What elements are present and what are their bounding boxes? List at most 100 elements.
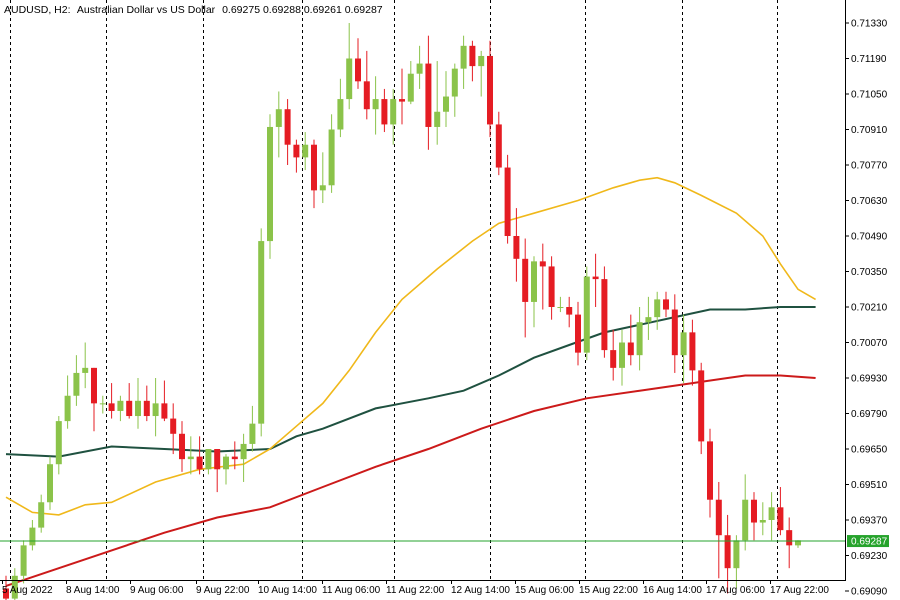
candle[interactable] xyxy=(557,296,564,313)
candle[interactable] xyxy=(179,421,185,472)
candle[interactable] xyxy=(390,88,397,145)
candle[interactable] xyxy=(126,383,133,419)
candle[interactable] xyxy=(592,253,599,307)
price-axis-label: 0.70490 xyxy=(851,232,888,243)
candle[interactable] xyxy=(355,38,361,89)
candle[interactable] xyxy=(768,492,775,541)
candle[interactable] xyxy=(548,256,555,320)
candle[interactable] xyxy=(469,40,476,82)
candle[interactable] xyxy=(47,456,53,510)
candle[interactable] xyxy=(495,111,502,176)
candle[interactable] xyxy=(267,114,273,259)
candle-body xyxy=(539,261,546,267)
candle[interactable] xyxy=(223,454,229,485)
candle[interactable] xyxy=(645,296,652,340)
candle[interactable] xyxy=(451,63,458,117)
candle[interactable] xyxy=(214,449,221,493)
candle[interactable] xyxy=(786,517,793,569)
candle[interactable] xyxy=(575,301,581,366)
candle[interactable] xyxy=(777,487,784,536)
candle[interactable] xyxy=(443,71,449,127)
candle[interactable] xyxy=(363,50,370,120)
candle[interactable] xyxy=(302,132,309,171)
candle[interactable] xyxy=(82,342,89,389)
candle[interactable] xyxy=(258,228,265,437)
candle-body xyxy=(249,423,256,444)
candle[interactable] xyxy=(328,114,335,193)
candle[interactable] xyxy=(205,449,212,475)
candle[interactable] xyxy=(73,355,80,406)
candle[interactable] xyxy=(425,35,432,150)
candle[interactable] xyxy=(337,78,344,138)
candle[interactable] xyxy=(161,380,168,422)
candle[interactable] xyxy=(143,385,150,422)
time-axis[interactable]: 5 Aug 2022 8 Aug 14:00 9 Aug 06:00 9 Aug 22… xyxy=(2,580,829,596)
candle[interactable] xyxy=(663,291,669,318)
candle[interactable] xyxy=(407,61,414,105)
candle[interactable] xyxy=(231,441,238,470)
candle[interactable] xyxy=(64,375,71,429)
candle[interactable] xyxy=(759,502,766,536)
candle-body xyxy=(522,258,529,302)
candles-layer[interactable] xyxy=(3,23,801,600)
candle[interactable] xyxy=(416,45,423,89)
candle[interactable] xyxy=(654,291,661,330)
candle[interactable] xyxy=(152,378,159,437)
candle[interactable] xyxy=(399,68,405,125)
candle[interactable] xyxy=(135,378,141,429)
candle[interactable] xyxy=(724,514,731,594)
candle[interactable] xyxy=(372,76,379,135)
candle[interactable] xyxy=(99,395,106,414)
candle-body xyxy=(161,403,168,419)
candle[interactable] xyxy=(284,99,291,165)
price-axis[interactable]: 0.71330 0.71190 0.71050 0.70910 0.70770 0.706… xyxy=(845,19,888,598)
candle[interactable] xyxy=(566,296,573,328)
candle[interactable] xyxy=(108,383,115,419)
candle[interactable] xyxy=(91,367,97,432)
candle[interactable] xyxy=(698,362,705,455)
candle[interactable] xyxy=(751,492,757,541)
candle[interactable] xyxy=(610,329,617,381)
candle[interactable] xyxy=(249,405,256,452)
candle[interactable] xyxy=(346,23,353,110)
candle[interactable] xyxy=(11,568,18,600)
candle[interactable] xyxy=(619,329,625,386)
candle[interactable] xyxy=(275,91,282,158)
candle[interactable] xyxy=(478,50,485,97)
candle[interactable] xyxy=(513,208,520,282)
candle[interactable] xyxy=(319,152,326,204)
current-price-tag: 0.69287 xyxy=(847,535,889,548)
candle[interactable] xyxy=(671,294,678,373)
candle[interactable] xyxy=(187,436,194,475)
candle[interactable] xyxy=(522,238,529,338)
candle[interactable] xyxy=(504,154,511,244)
candle[interactable] xyxy=(627,314,634,366)
candle[interactable] xyxy=(29,520,36,551)
candle[interactable] xyxy=(381,88,388,133)
candle[interactable] xyxy=(170,403,177,455)
candle[interactable] xyxy=(636,307,643,371)
candle[interactable] xyxy=(38,494,45,533)
candle[interactable] xyxy=(795,540,801,548)
candle[interactable] xyxy=(196,436,203,475)
candle[interactable] xyxy=(20,540,27,584)
candle[interactable] xyxy=(531,256,537,328)
candle[interactable] xyxy=(460,35,467,89)
candle[interactable] xyxy=(707,428,713,518)
candle[interactable] xyxy=(293,139,300,173)
candle[interactable] xyxy=(55,416,62,475)
candle[interactable] xyxy=(311,139,317,209)
candle[interactable] xyxy=(539,243,546,310)
candle[interactable] xyxy=(680,314,687,384)
candle[interactable] xyxy=(733,535,740,589)
candle[interactable] xyxy=(117,395,124,422)
candle[interactable] xyxy=(583,266,590,361)
candle[interactable] xyxy=(601,266,608,358)
candle[interactable] xyxy=(240,433,247,482)
candle[interactable] xyxy=(487,40,493,138)
candle[interactable] xyxy=(434,61,441,145)
candle[interactable] xyxy=(715,481,722,579)
candle[interactable] xyxy=(689,319,696,386)
candle[interactable] xyxy=(742,474,749,551)
